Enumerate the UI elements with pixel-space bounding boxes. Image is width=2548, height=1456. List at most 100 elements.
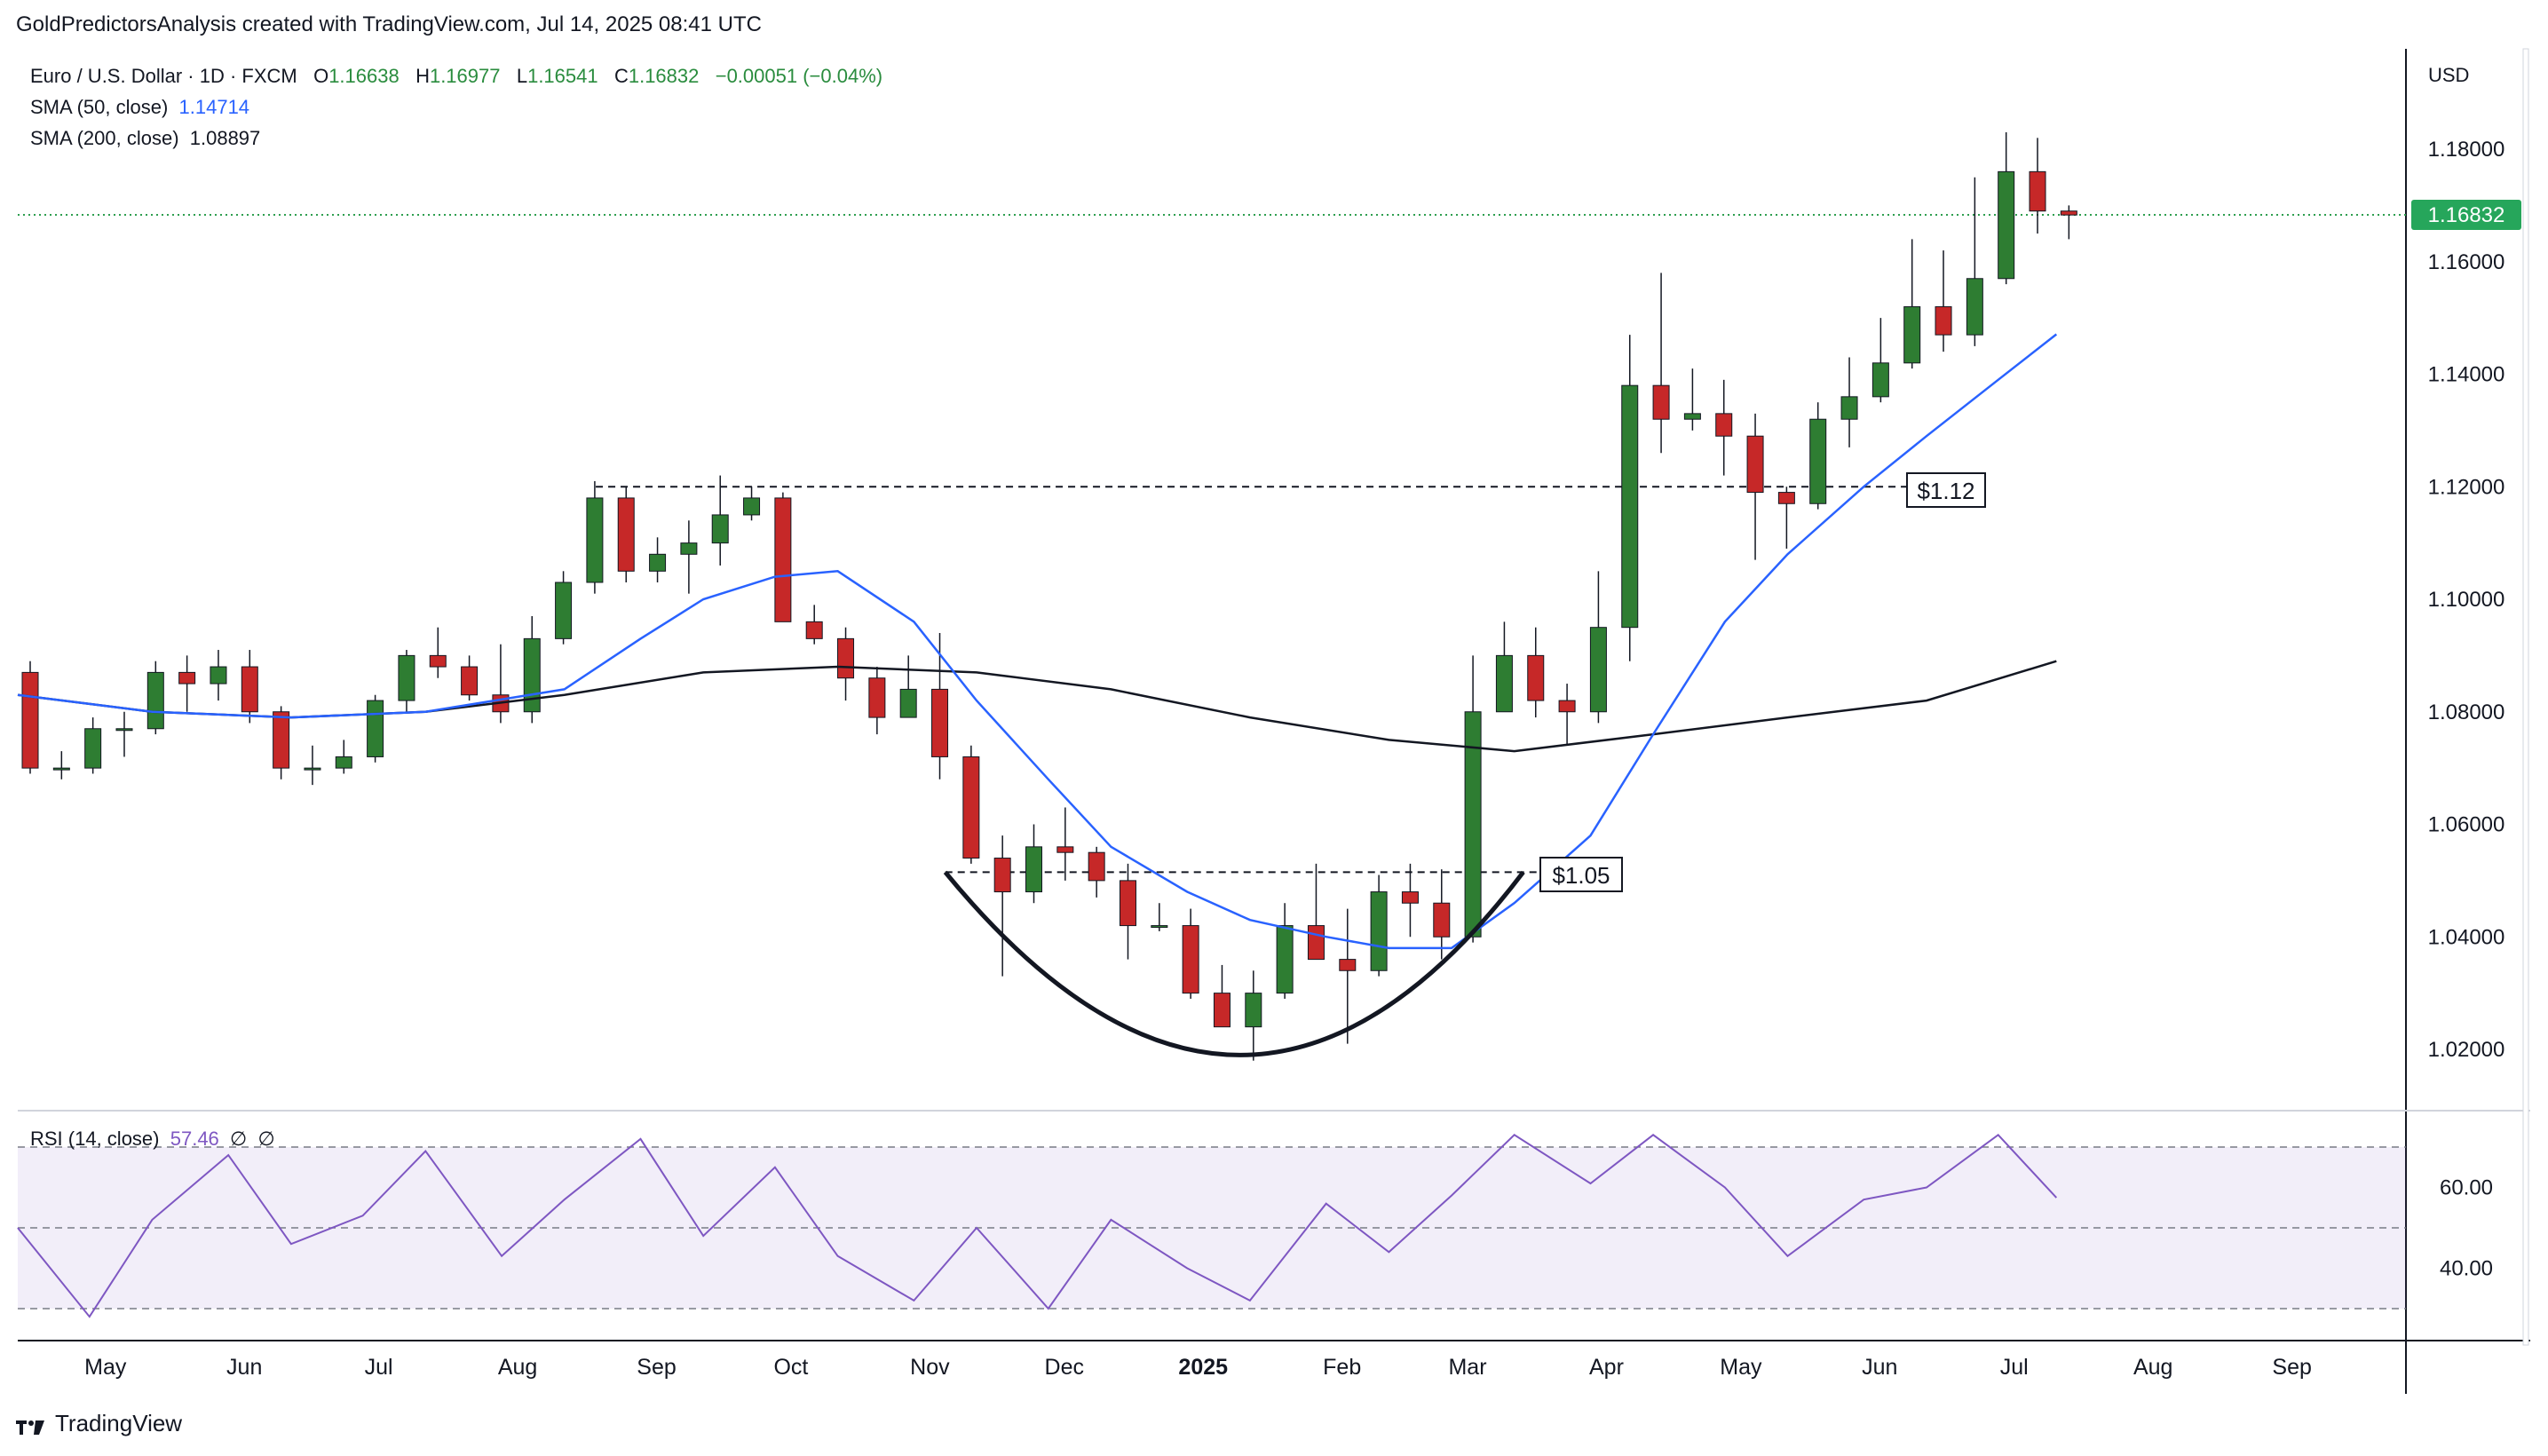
candle-body [273, 712, 289, 768]
price-tick-label: 1.16000 [2428, 250, 2505, 274]
scrollbar[interactable] [2523, 49, 2528, 1345]
time-tick-label: Sep [2272, 1355, 2311, 1380]
cup-rim-label-box[interactable]: $1.05 [1540, 858, 1622, 891]
high-label: H [415, 65, 430, 87]
candle-body [1120, 881, 1136, 926]
candle-body [1026, 847, 1042, 892]
time-tick-label: May [84, 1355, 127, 1380]
candle-body [1088, 852, 1104, 881]
candle-body [2061, 211, 2077, 215]
candle-body [1872, 363, 1888, 397]
rsi-extra-1: ∅ [230, 1128, 247, 1150]
price-tick-label: 1.14000 [2428, 363, 2505, 387]
time-tick-label: Jun [226, 1355, 262, 1380]
candle-body [85, 729, 101, 768]
candle-body [1277, 926, 1293, 993]
last-price-text: 1.16832 [2428, 203, 2505, 227]
cup-arc-drawing[interactable] [946, 872, 1523, 1055]
candle-body [1684, 414, 1700, 419]
high-value: 1.16977 [430, 65, 501, 87]
candle-body [1778, 493, 1794, 504]
candle-body [210, 667, 226, 684]
candle-body [1590, 628, 1606, 712]
candle-body [1246, 993, 1262, 1027]
candle-body [1183, 926, 1199, 993]
candle-body [932, 689, 948, 756]
candle-body [1810, 419, 1826, 503]
sma50-line[interactable] [18, 335, 2056, 948]
price-tick-label: 1.06000 [2428, 813, 2505, 837]
candle-body [1402, 892, 1418, 904]
candle-body [462, 667, 478, 695]
candle-body [1841, 397, 1857, 419]
candle-body [1622, 385, 1638, 628]
candle-body [1998, 171, 2014, 278]
low-value: 1.16541 [527, 65, 598, 87]
time-axis[interactable]: May Jun Jul Aug Sep Oct Nov Dec 2025 Feb Mar Apr May… [84, 1355, 2312, 1380]
candle-body [1966, 279, 1982, 335]
close-value: 1.16832 [629, 65, 700, 87]
sma200-label: SMA (200, close) [30, 127, 179, 149]
sma50-row[interactable]: SMA (50, close) 1.14714 [30, 91, 882, 123]
price-tick-label: 1.02000 [2428, 1038, 2505, 1062]
rsi-line[interactable] [18, 1135, 2056, 1317]
candle-body [1747, 436, 1763, 492]
candle-body [1935, 306, 1951, 335]
candle-body [2030, 171, 2046, 210]
candle-body [744, 498, 760, 515]
rsi-band [18, 1147, 2406, 1309]
candle-body [430, 655, 446, 667]
resistance-label-box[interactable]: $1.12 [1907, 473, 1985, 507]
candle-body [1214, 993, 1230, 1027]
candle-body [305, 768, 320, 770]
price-tick-label: 1.04000 [2428, 925, 2505, 949]
candle-body [1716, 414, 1732, 436]
last-price-badge: 1.16832 [2411, 200, 2521, 230]
resistance-label: $1.12 [1917, 478, 1974, 504]
time-tick-label: Apr [1589, 1355, 1624, 1380]
candle-body [587, 498, 603, 582]
candles-group [22, 132, 2077, 1061]
sma200-line[interactable] [18, 661, 2056, 751]
price-axis[interactable]: 1.18000 1.16000 1.14000 1.12000 1.10000 1.080… [2428, 138, 2505, 1062]
candle-body [963, 756, 979, 858]
sma200-row[interactable]: SMA (200, close) 1.08897 [30, 123, 882, 154]
candle-body [1653, 385, 1669, 419]
candle-body [179, 672, 195, 684]
candle-body [900, 689, 916, 717]
candle-body [1371, 892, 1387, 971]
candle-body [22, 672, 38, 768]
candle-body [1559, 700, 1575, 712]
candle-body [618, 498, 634, 571]
open-label: O [313, 65, 328, 87]
currency-label[interactable]: USD [2428, 64, 2469, 87]
candle-body [650, 554, 666, 571]
sma200-value: 1.08897 [190, 127, 261, 149]
time-tick-label: May [1720, 1355, 1762, 1380]
ohlc-row: Euro / U.S. Dollar · 1D · FXCM O1.16638 … [30, 60, 882, 91]
candle-body [1496, 655, 1512, 711]
candle-body [1904, 306, 1920, 362]
time-tick-label: Nov [910, 1355, 950, 1380]
candle-body [1308, 926, 1324, 960]
price-tick-label: 1.10000 [2428, 588, 2505, 612]
price-tick-label: 1.08000 [2428, 700, 2505, 724]
candle-body [806, 621, 822, 638]
rsi-label: RSI (14, close) [30, 1128, 160, 1150]
candle-body [681, 543, 697, 555]
time-tick-label: Aug [2133, 1355, 2172, 1380]
tradingview-brand-text: TradingView [55, 1410, 182, 1437]
symbol-label[interactable]: Euro / U.S. Dollar · 1D · FXCM [30, 65, 297, 87]
candle-body [1151, 926, 1167, 928]
candle-body [712, 515, 728, 543]
rsi-axis: 60.00 40.00 [2440, 1176, 2493, 1281]
price-tick-label: 1.18000 [2428, 138, 2505, 162]
rsi-legend[interactable]: RSI (14, close) 57.46 ∅ ∅ [30, 1128, 275, 1151]
candle-body [336, 756, 352, 768]
candle-body [775, 498, 791, 621]
tradingview-brand[interactable]: TradingView [16, 1410, 182, 1437]
candle-body [399, 655, 415, 700]
candle-body [556, 582, 572, 638]
candle-body [869, 678, 885, 717]
